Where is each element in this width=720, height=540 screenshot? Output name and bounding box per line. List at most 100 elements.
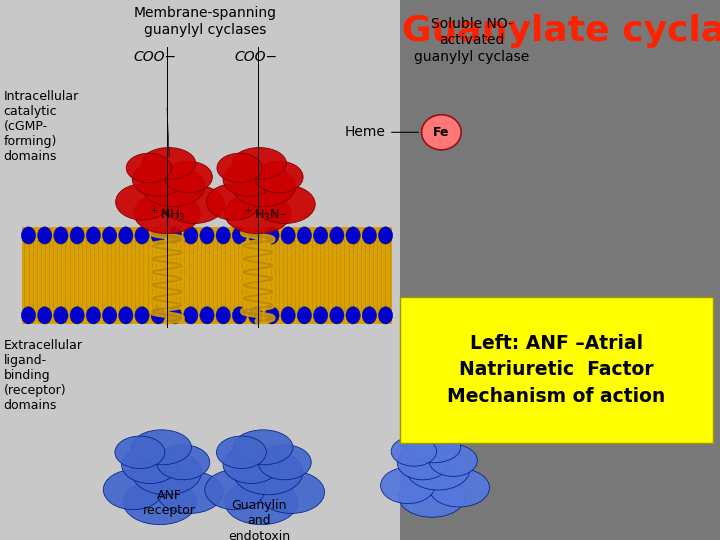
- Ellipse shape: [134, 193, 200, 234]
- Text: Left: ANF –Atrial
Natriuretic  Factor
Mechanism of action: Left: ANF –Atrial Natriuretic Factor Mec…: [447, 334, 665, 406]
- Ellipse shape: [248, 307, 263, 324]
- Text: COO−: COO−: [133, 50, 176, 64]
- Ellipse shape: [22, 307, 35, 324]
- Ellipse shape: [422, 115, 462, 150]
- Ellipse shape: [265, 307, 279, 324]
- Ellipse shape: [233, 430, 293, 465]
- Ellipse shape: [37, 227, 52, 244]
- Bar: [22, 227, 392, 324]
- Ellipse shape: [362, 227, 377, 244]
- Ellipse shape: [86, 307, 101, 324]
- Ellipse shape: [297, 227, 312, 244]
- Ellipse shape: [54, 227, 68, 244]
- Ellipse shape: [330, 307, 344, 324]
- Ellipse shape: [223, 446, 279, 483]
- Ellipse shape: [135, 307, 149, 324]
- Ellipse shape: [184, 227, 198, 244]
- Ellipse shape: [233, 227, 247, 244]
- Text: $^+$NH$_3$: $^+$NH$_3$: [149, 207, 185, 224]
- Ellipse shape: [281, 227, 295, 244]
- Ellipse shape: [281, 307, 295, 324]
- Ellipse shape: [330, 227, 344, 244]
- Text: Intracellular
catalytic
(cGMP-
forming)
domains: Intracellular catalytic (cGMP- forming) …: [4, 90, 79, 164]
- Ellipse shape: [379, 307, 392, 324]
- Ellipse shape: [135, 227, 149, 244]
- Ellipse shape: [132, 450, 202, 495]
- Ellipse shape: [381, 467, 435, 504]
- Ellipse shape: [248, 227, 263, 244]
- Text: ANF
receptor: ANF receptor: [143, 489, 196, 517]
- Ellipse shape: [223, 162, 274, 196]
- Ellipse shape: [346, 307, 360, 324]
- Ellipse shape: [406, 449, 469, 490]
- Ellipse shape: [391, 437, 436, 466]
- Ellipse shape: [225, 480, 298, 525]
- Ellipse shape: [258, 471, 325, 514]
- Text: Membrane-spanning
guanylyl cyclases: Membrane-spanning guanylyl cyclases: [134, 6, 276, 37]
- Ellipse shape: [362, 307, 377, 324]
- Ellipse shape: [258, 445, 311, 480]
- Text: COO−: COO−: [234, 50, 277, 64]
- Text: Soluble NO-
activated
guanylyl cyclase: Soluble NO- activated guanylyl cyclase: [414, 17, 529, 64]
- Ellipse shape: [233, 450, 303, 495]
- Ellipse shape: [265, 227, 279, 244]
- Ellipse shape: [255, 185, 315, 224]
- Ellipse shape: [313, 307, 328, 324]
- Ellipse shape: [119, 307, 133, 324]
- Ellipse shape: [297, 307, 312, 324]
- Ellipse shape: [397, 446, 449, 480]
- Ellipse shape: [184, 307, 198, 324]
- Ellipse shape: [102, 227, 117, 244]
- Ellipse shape: [429, 444, 477, 476]
- Ellipse shape: [217, 153, 262, 183]
- Ellipse shape: [103, 470, 163, 510]
- Ellipse shape: [164, 185, 225, 224]
- Ellipse shape: [225, 193, 291, 234]
- Bar: [400, 297, 713, 443]
- Text: $^+$H$_3$N–: $^+$H$_3$N–: [243, 207, 287, 224]
- Ellipse shape: [200, 227, 214, 244]
- Ellipse shape: [156, 445, 210, 480]
- Ellipse shape: [54, 307, 68, 324]
- Ellipse shape: [346, 227, 360, 244]
- Ellipse shape: [156, 471, 223, 514]
- Ellipse shape: [204, 470, 265, 510]
- Ellipse shape: [164, 161, 212, 193]
- Ellipse shape: [429, 468, 490, 507]
- Ellipse shape: [200, 307, 214, 324]
- Ellipse shape: [151, 227, 166, 244]
- Ellipse shape: [132, 430, 192, 465]
- Ellipse shape: [167, 307, 181, 324]
- Ellipse shape: [22, 227, 35, 244]
- Ellipse shape: [151, 307, 166, 324]
- Ellipse shape: [167, 227, 181, 244]
- Ellipse shape: [216, 307, 230, 324]
- Ellipse shape: [233, 307, 247, 324]
- Text: Guanylate cyclases: Guanylate cyclases: [402, 14, 720, 48]
- Ellipse shape: [119, 227, 133, 244]
- Ellipse shape: [102, 307, 117, 324]
- Ellipse shape: [207, 184, 261, 220]
- Ellipse shape: [255, 161, 303, 193]
- Ellipse shape: [379, 227, 392, 244]
- Ellipse shape: [123, 480, 197, 525]
- Ellipse shape: [86, 227, 101, 244]
- Ellipse shape: [313, 227, 328, 244]
- Ellipse shape: [115, 436, 165, 469]
- Ellipse shape: [122, 446, 178, 483]
- Ellipse shape: [232, 166, 296, 206]
- Ellipse shape: [216, 227, 230, 244]
- Ellipse shape: [399, 476, 465, 517]
- Ellipse shape: [141, 166, 205, 206]
- Ellipse shape: [70, 307, 84, 324]
- Ellipse shape: [141, 147, 196, 179]
- Ellipse shape: [37, 307, 52, 324]
- Text: Fe: Fe: [433, 126, 449, 139]
- Bar: [0, 0, 400, 540]
- Ellipse shape: [132, 162, 184, 196]
- Text: Heme: Heme: [344, 125, 385, 139]
- Ellipse shape: [406, 431, 461, 463]
- Text: Extracellular
ligand-
binding
(receptor)
domains: Extracellular ligand- binding (receptor)…: [4, 339, 83, 412]
- Ellipse shape: [70, 227, 84, 244]
- Ellipse shape: [217, 436, 266, 469]
